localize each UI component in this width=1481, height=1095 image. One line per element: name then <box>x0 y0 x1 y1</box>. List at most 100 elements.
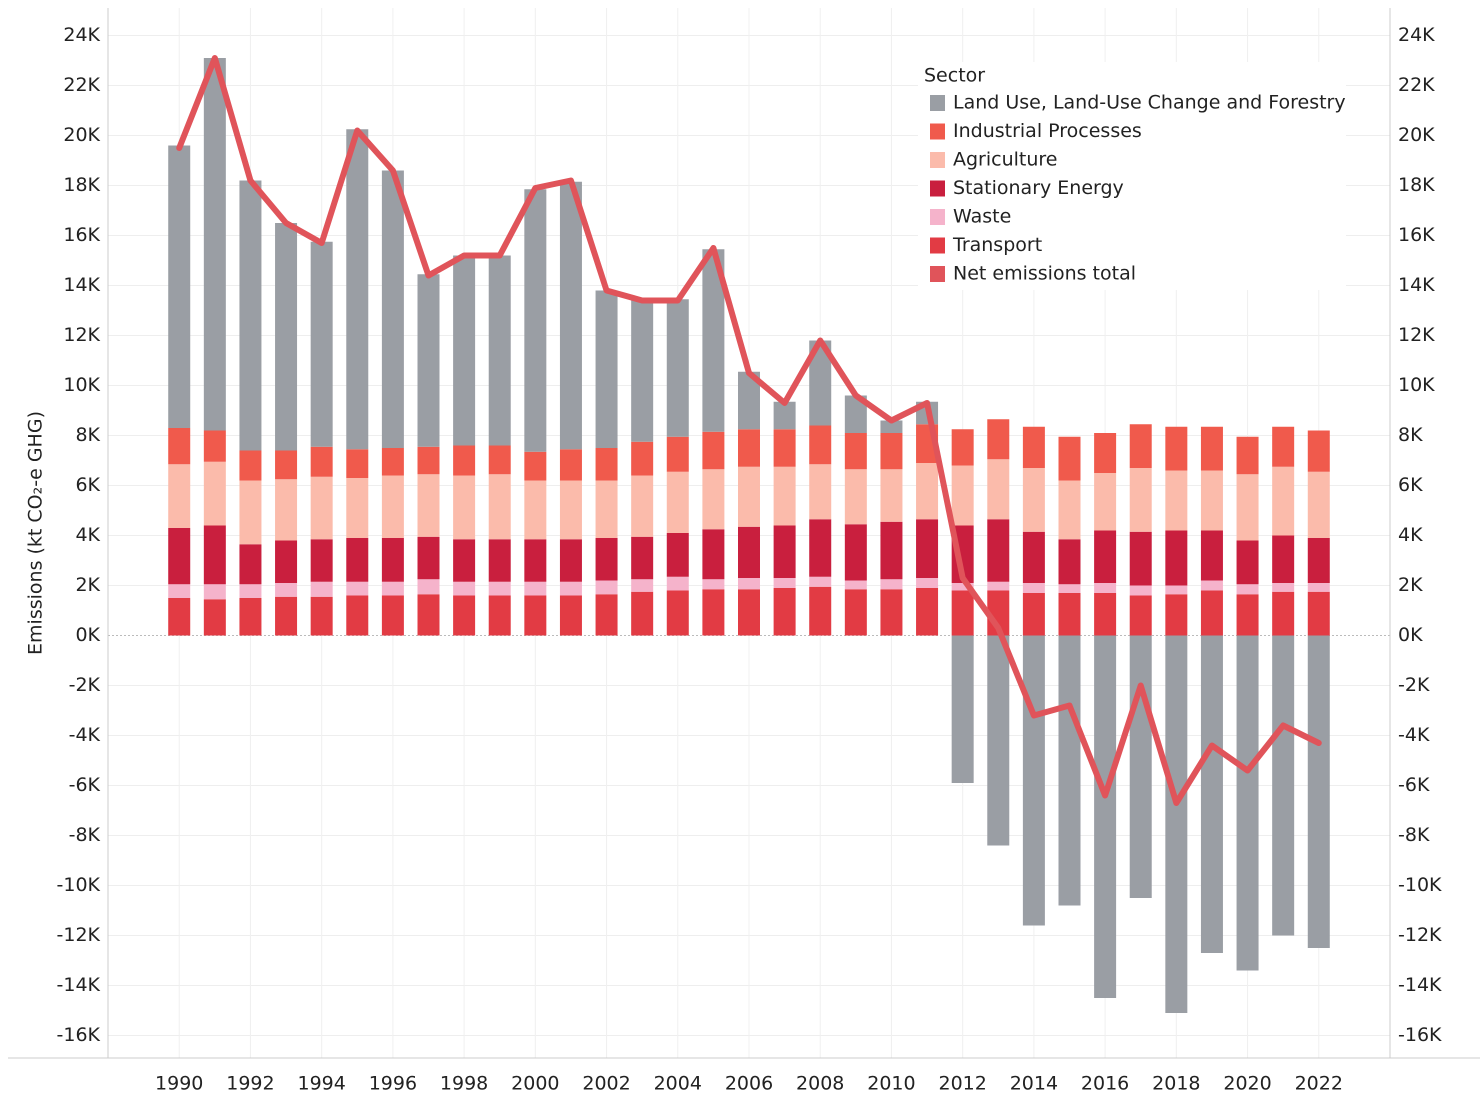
bar-segment <box>773 578 796 588</box>
bar-segment <box>1022 426 1045 468</box>
bar-segment <box>666 299 689 437</box>
legend-swatch <box>930 266 945 282</box>
legend: Sector Land Use, Land-Use Change and Fore… <box>918 62 1346 290</box>
bar-segment <box>1129 468 1152 532</box>
bar-segment <box>631 536 654 580</box>
y-tick-label: -10K <box>57 874 101 896</box>
y2-tick-label: 0K <box>1398 624 1423 646</box>
bar-segment <box>381 448 404 476</box>
bar-segment <box>346 129 369 450</box>
bar-segment <box>275 479 298 541</box>
bar-segment <box>773 466 796 526</box>
bar-segment <box>310 476 333 540</box>
bar-segment <box>1200 530 1223 581</box>
bar-segment <box>203 599 226 636</box>
legend-swatch <box>930 180 945 197</box>
bar-segment <box>417 274 440 447</box>
bar-segment <box>1129 424 1152 468</box>
bar-segment <box>168 528 191 585</box>
bar-segment <box>1058 480 1081 540</box>
bar-segment <box>631 591 654 636</box>
bar-segment <box>702 469 725 530</box>
y2-tick-label: -4K <box>1398 724 1430 746</box>
bar-segment <box>631 579 654 592</box>
bar-segment <box>310 446 333 477</box>
bar-segment <box>631 441 654 476</box>
bar-segment <box>1022 593 1045 636</box>
bar-segment <box>488 581 511 596</box>
bar-segment <box>168 584 191 598</box>
y2-tick-label: -2K <box>1398 674 1430 696</box>
bar-segment <box>168 598 191 636</box>
legend-swatch <box>930 95 945 111</box>
bar-segment <box>310 596 333 636</box>
x-tick-label: 1990 <box>155 1073 203 1095</box>
bar-segment <box>809 340 832 426</box>
bar-segment <box>1129 635 1152 898</box>
bar-segment <box>951 635 974 783</box>
legend-swatch <box>930 237 945 254</box>
y2-tick-label: 12K <box>1398 324 1435 346</box>
bar-segment <box>346 478 369 538</box>
bar-segment <box>1058 539 1081 585</box>
bar-segment <box>275 583 298 597</box>
bar-segment <box>738 429 760 467</box>
bar-segment <box>203 584 226 600</box>
y-tick-label: 6K <box>75 474 100 496</box>
bar-segment <box>1200 580 1223 591</box>
bar-segment <box>168 428 191 465</box>
bar-segment <box>809 464 832 520</box>
bar-segment <box>488 445 511 475</box>
bar-segment <box>1165 426 1188 471</box>
bar-segment <box>559 480 582 540</box>
bar-segment <box>951 590 974 636</box>
bar-segment <box>595 580 618 595</box>
bar-segment <box>488 595 511 636</box>
bar-segment <box>809 576 832 587</box>
y-tick-label: 16K <box>63 224 100 246</box>
bar-segment <box>310 241 333 447</box>
bar-segment <box>738 526 760 578</box>
bar-segment <box>1200 635 1223 953</box>
bar-segment <box>1272 583 1295 592</box>
bar-segment <box>738 578 760 590</box>
bar-segment <box>453 581 476 596</box>
bar-segment <box>844 589 867 636</box>
bar-segment <box>880 521 903 580</box>
x-tick-label: 2020 <box>1223 1073 1271 1095</box>
bar-segment <box>595 538 618 581</box>
y2-tick-label: -10K <box>1398 874 1442 896</box>
bar-segment <box>239 480 262 545</box>
bar-segment <box>844 580 867 590</box>
bar-segment <box>1094 593 1117 636</box>
bar-segment <box>203 525 226 585</box>
bar-segment <box>1200 590 1223 636</box>
y2-tick-label: 8K <box>1398 424 1423 446</box>
bar-segment <box>346 449 369 478</box>
bar-segment <box>559 449 582 481</box>
bar-segment <box>1094 473 1117 531</box>
bar-segment <box>559 181 582 450</box>
bar-segment <box>773 429 796 467</box>
y-tick-label: 14K <box>63 274 100 296</box>
legend-label: Transport <box>952 234 1042 256</box>
legend-label: Net emissions total <box>953 263 1136 285</box>
bar-segment <box>453 445 476 476</box>
bar-segment <box>524 595 547 636</box>
y2-tick-label: -8K <box>1398 824 1430 846</box>
bar-segment <box>1129 595 1152 636</box>
bar-segment <box>916 588 939 636</box>
bar-segment <box>1236 584 1259 595</box>
x-tick-label: 2010 <box>867 1073 915 1095</box>
bar-segment <box>916 578 939 588</box>
bar-segment <box>275 450 298 480</box>
bar-segment <box>203 430 226 462</box>
bar-segment <box>702 529 725 580</box>
bar-segment <box>666 471 689 533</box>
bar-segment <box>1165 530 1188 586</box>
bar-segment <box>417 594 440 636</box>
bar-segment <box>880 433 903 470</box>
bar-segment <box>239 450 262 481</box>
bar-segment <box>203 58 226 431</box>
